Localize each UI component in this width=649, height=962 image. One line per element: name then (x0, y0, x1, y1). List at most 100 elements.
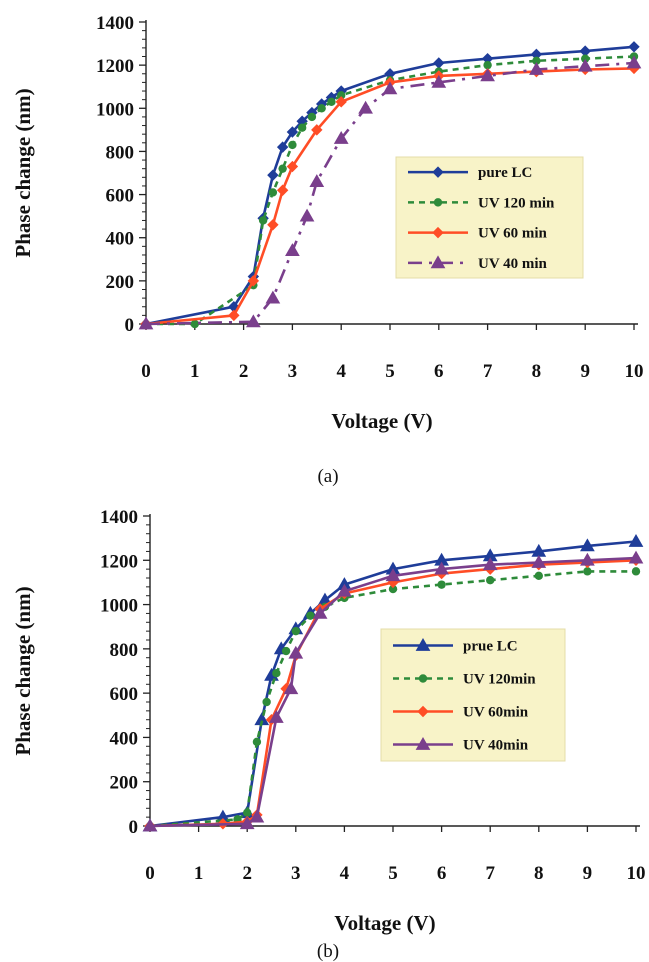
series-line (145, 67, 635, 326)
legend-marker (433, 198, 443, 207)
x-tick-label: 10 (625, 361, 644, 382)
data-point (583, 567, 592, 576)
data-point (631, 567, 641, 576)
y-tick-label: 1200 (96, 56, 134, 77)
data-point (333, 130, 349, 144)
y-tick-label: 800 (110, 640, 139, 661)
data-point (288, 140, 297, 150)
data-point (285, 243, 300, 257)
legend-label: UV 60min (463, 705, 529, 721)
data-point (142, 818, 158, 832)
y-axis-label: Phase change (nm) (11, 586, 35, 755)
series-line (149, 556, 637, 828)
legend-marker (417, 705, 429, 718)
data-point (276, 141, 289, 153)
legend-box (380, 628, 566, 762)
data-point (581, 54, 590, 63)
data-point (335, 96, 347, 108)
x-tick-label: 5 (385, 361, 395, 382)
legend: pure LC UV 120 min UV 60 min UV 40 min (395, 156, 584, 279)
y-tick-label: 0 (125, 315, 135, 336)
data-point (628, 41, 640, 53)
data-point (190, 319, 199, 329)
data-point (580, 538, 595, 552)
x-tick-label: 1 (194, 863, 204, 884)
x-axis-label: Voltage (V) (331, 409, 432, 433)
legend-label: UV 40min (463, 738, 529, 754)
y-tick-label: 1200 (100, 551, 138, 572)
data-point (532, 56, 541, 66)
data-point (249, 809, 265, 823)
data-point (258, 216, 268, 225)
data-point (243, 808, 252, 817)
data-point (267, 169, 279, 181)
y-tick-label: 800 (106, 142, 135, 163)
y-tick-label: 1000 (100, 596, 138, 617)
data-point (299, 208, 315, 222)
y-tick-label: 1400 (100, 507, 138, 528)
data-point (306, 611, 315, 620)
data-point (531, 554, 547, 568)
data-point (288, 645, 304, 659)
legend-marker (432, 166, 444, 178)
legend-marker (432, 226, 444, 239)
x-tick-label: 0 (141, 361, 151, 382)
y-axis-label: Phase change (nm) (11, 88, 35, 257)
y-tick-label: 600 (106, 186, 135, 207)
data-point (281, 646, 291, 656)
series-4 (142, 550, 644, 832)
data-point (626, 55, 642, 69)
data-point (628, 533, 644, 547)
x-tick-label: 1 (190, 361, 200, 382)
data-point (483, 60, 492, 70)
y-tick-label: 600 (110, 684, 139, 705)
data-point (272, 669, 281, 678)
data-point (437, 580, 446, 589)
data-point (580, 552, 595, 566)
data-point (286, 126, 299, 138)
data-point (433, 57, 445, 69)
legend-marker (415, 736, 431, 750)
data-point (382, 81, 398, 95)
data-point (311, 124, 323, 136)
x-tick-label: 9 (580, 361, 590, 382)
series-4 (138, 55, 642, 330)
data-point (307, 112, 317, 122)
x-axis-label: Voltage (V) (334, 911, 435, 935)
y-tick-label: 0 (129, 817, 139, 838)
data-point (317, 104, 326, 113)
x-tick-label: 6 (434, 361, 444, 382)
data-point (286, 160, 299, 173)
x-tick-label: 2 (242, 863, 252, 884)
data-point (309, 174, 325, 188)
x-tick-label: 3 (288, 361, 298, 382)
data-point (228, 309, 240, 322)
data-point (534, 571, 543, 580)
x-tick-label: 3 (291, 863, 301, 884)
series-2 (145, 567, 641, 831)
series-3 (140, 62, 640, 330)
y-tick-label: 400 (110, 728, 139, 749)
data-point (267, 219, 279, 231)
x-tick-label: 2 (239, 361, 249, 382)
data-point (434, 561, 449, 575)
data-point (262, 697, 271, 707)
data-point (247, 275, 260, 287)
x-tick-label: 8 (534, 863, 544, 884)
data-point (252, 737, 262, 747)
data-point (278, 164, 287, 173)
data-point (486, 576, 495, 585)
data-point (276, 184, 289, 196)
panel-caption: (b) (317, 941, 339, 962)
legend-marker (430, 255, 446, 269)
data-point (482, 557, 498, 571)
data-point (138, 316, 154, 330)
data-point (480, 68, 495, 82)
chart-panel-a: 0 200 400 600 800 1000 1200 1400 0 1 2 3 4 5 6 7 8 9 10 Vol… (11, 13, 644, 487)
data-point (327, 97, 336, 107)
x-tick-label: 5 (388, 863, 398, 884)
y-tick-label: 200 (110, 773, 139, 794)
legend: prue LC UV 120min UV 60min UV 40min (380, 628, 566, 762)
data-point (268, 709, 284, 723)
